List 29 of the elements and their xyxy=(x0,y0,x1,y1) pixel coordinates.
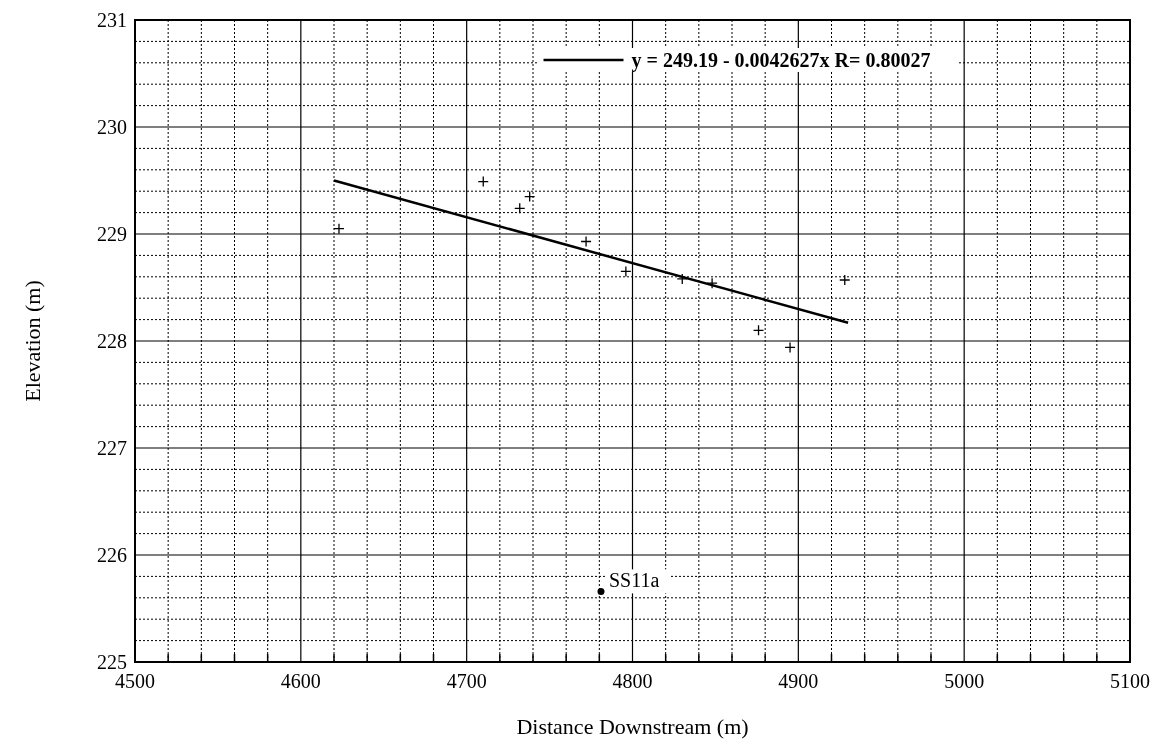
x-axis-title: Distance Downstream (m) xyxy=(516,714,749,739)
point xyxy=(477,175,489,188)
point xyxy=(784,341,796,354)
y-tick-label: 228 xyxy=(97,330,127,352)
point xyxy=(514,202,526,214)
y-axis-title: Elevation (m) xyxy=(20,280,45,402)
y-tick-label: 226 xyxy=(97,544,127,566)
x-tick-label: 4700 xyxy=(446,670,487,692)
annotation: SS11a xyxy=(608,569,660,592)
y-tick-label: 231 xyxy=(97,9,127,31)
x-tick-label: 4500 xyxy=(115,670,155,692)
point xyxy=(333,223,345,235)
y-tick-label: 225 xyxy=(97,651,127,673)
point xyxy=(580,235,592,248)
y-tick-label: 227 xyxy=(97,437,127,459)
legend-label: y = 249.19 - 0.0042627x R= 0.80027 xyxy=(631,49,931,72)
point xyxy=(524,190,536,203)
point xyxy=(839,274,851,286)
x-tick-label: 4800 xyxy=(612,670,653,692)
point xyxy=(597,587,605,595)
point xyxy=(676,273,688,285)
point xyxy=(752,324,765,336)
y-tick-label: 230 xyxy=(97,116,127,138)
point xyxy=(620,265,632,278)
y-tick-label: 229 xyxy=(97,223,127,245)
x-tick-label: 5000 xyxy=(944,670,985,692)
x-tick-label: 4600 xyxy=(280,670,321,692)
x-tick-label: 5100 xyxy=(1110,670,1150,692)
x-tick-label: 4900 xyxy=(778,670,819,692)
